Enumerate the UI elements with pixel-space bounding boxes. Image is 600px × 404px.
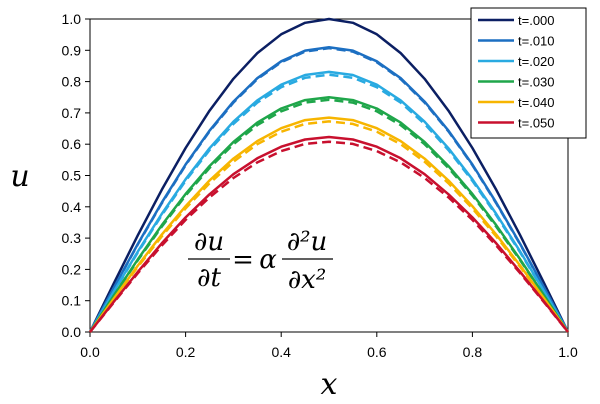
x-tick-label: 0.6 — [367, 344, 387, 360]
x-tick-label: 0.2 — [176, 344, 196, 360]
legend-label: t=.040 — [518, 95, 555, 110]
y-tick-label: 0.1 — [62, 293, 82, 309]
x-tick-label: 0.0 — [80, 344, 100, 360]
series-line — [88, 98, 570, 333]
equation-dt: ∂t — [197, 263, 221, 293]
x-axis-label: x — [321, 367, 338, 402]
equation-equals: = — [232, 245, 254, 275]
y-axis-label: u — [10, 159, 29, 194]
series-line — [88, 17, 570, 333]
y-tick-label: 0.6 — [62, 136, 82, 152]
series-line — [88, 73, 570, 333]
legend-label: t=.020 — [518, 54, 555, 69]
legend-items: t=.000 t=.010 t=.020 t=.030 t=.040 t=.050 — [478, 13, 555, 131]
x-axis-ticks: 0.0 0.2 0.4 0.6 0.8 1.0 — [80, 332, 578, 360]
x-tick-label: 0.8 — [463, 344, 483, 360]
equation-d2u: ∂²u — [287, 227, 328, 257]
y-tick-label: 0.8 — [62, 74, 82, 90]
legend-label: t=.000 — [518, 13, 555, 28]
legend-label: t=.030 — [518, 75, 555, 90]
series-line — [89, 135, 569, 333]
y-tick-label: 0.4 — [62, 199, 82, 215]
x-tick-label: 0.4 — [271, 344, 291, 360]
x-tick-label: 1.0 — [558, 344, 578, 360]
series-line — [88, 120, 570, 333]
y-tick-label: 0.7 — [62, 105, 82, 121]
equation-dx2: ∂x² — [288, 265, 327, 295]
legend-label: t=.010 — [518, 34, 555, 49]
series-line — [88, 116, 570, 333]
y-tick-label: 0.2 — [62, 261, 82, 277]
series-line — [89, 140, 569, 333]
y-tick-label: 1.0 — [62, 11, 82, 27]
y-tick-label: 0.5 — [62, 168, 82, 184]
y-tick-label: 0.3 — [62, 230, 82, 246]
legend: t=.000 t=.010 t=.020 t=.030 t=.040 t=.050 — [470, 7, 587, 139]
legend-box — [470, 7, 587, 139]
equation-du: ∂u — [194, 227, 224, 257]
y-tick-label: 0.0 — [62, 324, 82, 340]
series-line — [88, 46, 570, 333]
series-lines — [88, 17, 570, 333]
y-axis-ticks: 0.0 0.1 0.2 0.3 0.4 0.5 0.6 0.7 0.8 0.9 1.0 — [62, 11, 90, 340]
legend-label: t=.050 — [518, 116, 555, 131]
y-tick-label: 0.9 — [62, 42, 82, 58]
equation-annotation: ∂u ∂t = α ∂²u ∂x² — [188, 227, 333, 295]
equation-alpha: α — [259, 245, 277, 275]
